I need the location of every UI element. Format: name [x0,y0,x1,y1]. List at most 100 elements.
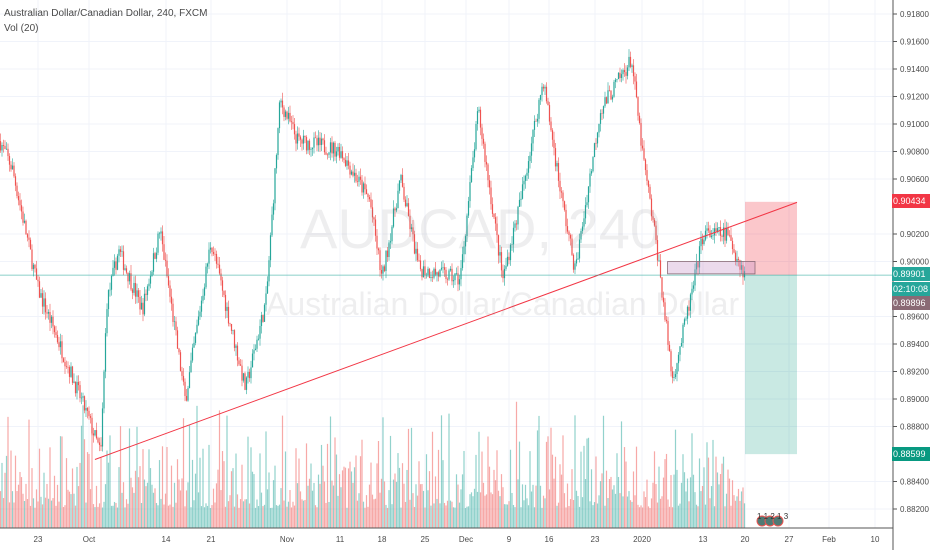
candle-body [175,321,177,331]
volume-bar [686,478,689,528]
candle-body [419,260,422,270]
volume-bar [625,461,627,528]
volume-bar [500,474,503,528]
volume-bar [391,504,393,528]
volume-bar [74,505,77,528]
volume-bar [718,484,720,528]
volume-indicator-label[interactable]: Vol (20) [4,23,39,34]
volume-bar [158,460,161,528]
volume-bar [413,506,416,528]
candle-body [344,159,347,166]
volume-bar [580,451,582,528]
volume-bar [229,495,231,528]
candle-body [466,215,468,237]
candle-body [742,265,744,278]
volume-bar [497,490,500,528]
candle-body [241,365,243,381]
candle-body [472,157,474,169]
volume-bar [445,505,447,528]
volume-bar [622,496,624,528]
volume-bar [4,472,6,528]
candle-body [77,381,80,386]
volume-bar [605,470,608,528]
candle-body [610,90,612,100]
volume-bar [121,492,123,528]
volume-bar [272,480,275,528]
volume-bar [529,451,531,528]
volume-bar [137,477,140,528]
volume-bar [322,465,324,528]
volume-bar [238,507,240,528]
candle-body [263,304,266,322]
volume-bar [704,504,707,528]
candle-body [173,321,176,323]
volume-bar [176,459,179,528]
volume-bar [2,498,5,528]
volume-bar [680,482,683,528]
volume-bar [223,461,225,528]
volume-bar [425,454,428,528]
volume-bar [283,500,285,528]
volume-bar [128,428,131,528]
candle-body [368,197,371,200]
candle-body [71,366,74,383]
volume-bar [113,501,116,528]
candle-body [55,332,57,335]
volume-bar [95,485,98,528]
candle-body [326,154,329,156]
volume-bar [241,464,243,528]
volume-bar [470,492,473,528]
volume-bar [92,504,95,528]
volume-bar [35,489,38,528]
time-tick-label: 13 [699,535,708,544]
volume-bar [434,476,437,528]
volume-bar [437,449,440,528]
candle-body [476,111,479,124]
candle-body [85,408,87,411]
candle-body [272,203,275,215]
candle-body [313,137,315,148]
candle-body [35,268,38,280]
candle-body [157,233,159,253]
volume-bar [742,487,744,528]
volume-bar [8,502,11,528]
volume-bar [716,472,719,528]
volume-bar [461,474,464,528]
candle-body [317,137,320,146]
volume-bar [419,484,422,528]
price-tick-label: 0.89200 [900,368,929,377]
candle-body [704,230,707,240]
volume-bar [697,506,699,528]
candle-body [646,170,648,181]
candle-body [382,266,384,274]
symbol-title[interactable]: Australian Dollar/Canadian Dollar, 240, … [4,8,208,19]
volume-bar [628,491,630,528]
volume-bar [499,496,501,528]
events-badge[interactable]: 1 1 2 1 3 [757,512,789,521]
candle-body [1,145,3,151]
volume-bar [226,415,228,528]
candle-body [547,101,549,106]
candle-body [5,148,8,150]
volume-bar [281,415,284,528]
candle-body [355,172,357,182]
candle-body [97,438,99,443]
candle-body [652,216,654,220]
volume-bar [242,501,245,528]
candle-body [400,174,402,181]
candle-body [142,302,144,315]
volume-bar [550,427,552,528]
candle-body [713,228,716,236]
volume-bar [676,469,678,528]
candle-body [518,199,521,207]
volume-bar [626,496,629,528]
volume-bar [358,493,360,528]
volume-bar [443,502,446,528]
volume-bar [149,468,152,528]
volume-bar [608,479,611,528]
volume-bar [119,426,122,528]
candle-body [236,345,239,361]
candle-body [392,208,395,227]
